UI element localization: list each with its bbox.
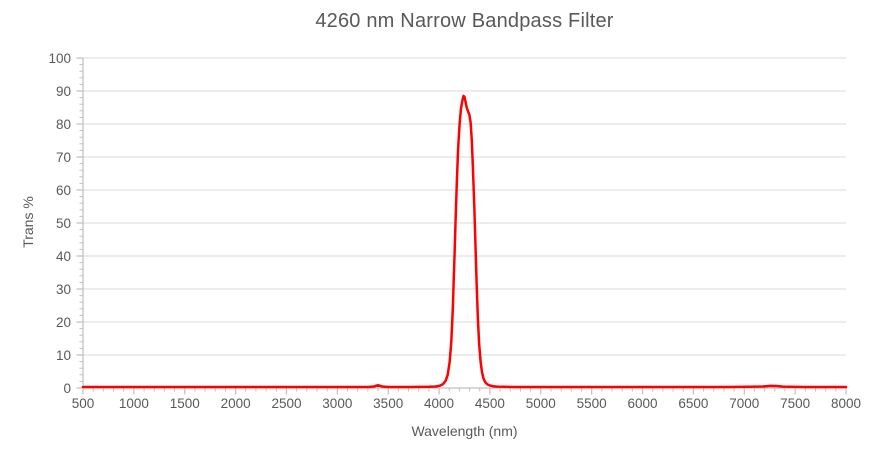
x-tick-label: 1000 xyxy=(119,396,149,411)
y-tick-label: 80 xyxy=(56,117,71,132)
x-axis-title: Wavelength (nm) xyxy=(411,423,518,439)
x-tick-label: 2000 xyxy=(221,396,251,411)
x-tick-label: 4000 xyxy=(424,396,454,411)
x-tick-label: 5000 xyxy=(526,396,556,411)
x-tick-label: 3000 xyxy=(322,396,352,411)
y-tick-label: 70 xyxy=(56,150,71,165)
y-tick-label: 10 xyxy=(56,348,71,363)
x-tick-label: 6500 xyxy=(678,396,708,411)
y-tick-label: 0 xyxy=(63,381,71,396)
y-tick-label: 90 xyxy=(56,84,71,99)
x-tick-label: 8000 xyxy=(831,396,861,411)
x-tick-label: 500 xyxy=(72,396,95,411)
series-line-trans-percent xyxy=(81,94,848,389)
x-tick-label: 4500 xyxy=(475,396,505,411)
y-tick-label: 30 xyxy=(56,282,71,297)
x-tick-label: 3500 xyxy=(373,396,403,411)
x-tick-label: 7500 xyxy=(780,396,810,411)
y-tick-label: 50 xyxy=(56,216,71,231)
x-tick-label: 6000 xyxy=(628,396,658,411)
y-tick-label: 100 xyxy=(48,51,71,66)
x-tick-label: 5500 xyxy=(577,396,607,411)
y-tick-label: 40 xyxy=(56,249,71,264)
chart-title: 4260 nm Narrow Bandpass Filter xyxy=(315,10,614,32)
x-tick-label: 7000 xyxy=(729,396,759,411)
x-tick-label: 1500 xyxy=(170,396,200,411)
y-axis-title: Trans % xyxy=(20,196,36,248)
y-tick-label: 60 xyxy=(56,183,71,198)
x-tick-label: 2500 xyxy=(271,396,301,411)
y-tick-label: 20 xyxy=(56,315,71,330)
